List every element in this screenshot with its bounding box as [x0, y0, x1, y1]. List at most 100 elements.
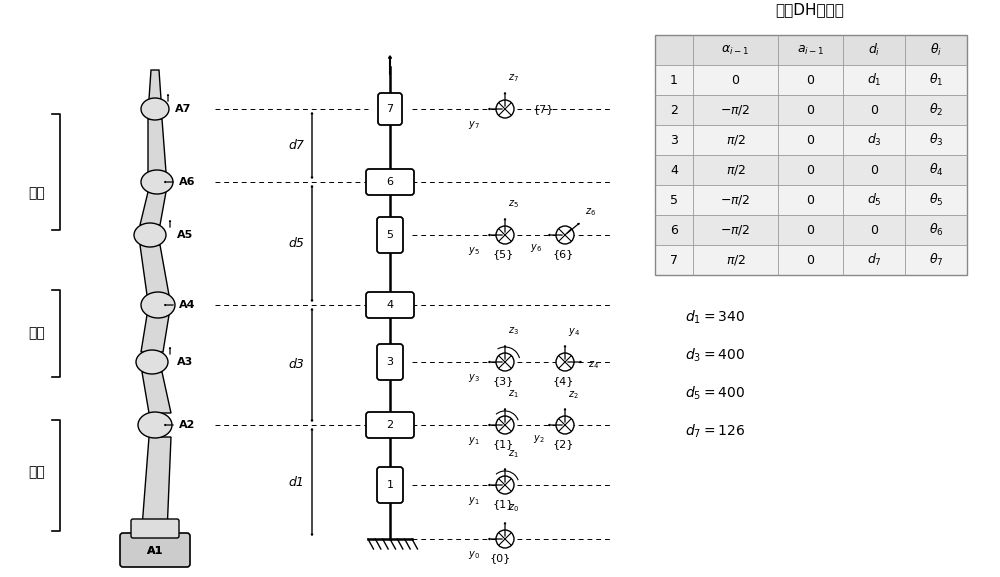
Text: {4}: {4}: [552, 376, 574, 386]
Text: 3: 3: [386, 357, 394, 367]
Bar: [655, 35, 967, 275]
Text: 2: 2: [670, 103, 678, 117]
Text: $z_1$: $z_1$: [508, 448, 519, 460]
FancyBboxPatch shape: [366, 169, 414, 195]
Text: A1: A1: [147, 546, 163, 556]
Text: $\theta_4$: $\theta_4$: [929, 162, 943, 178]
Polygon shape: [143, 437, 171, 521]
Ellipse shape: [136, 350, 168, 374]
Bar: [655, 215, 967, 245]
Circle shape: [556, 416, 574, 434]
Text: 5: 5: [670, 193, 678, 207]
Text: $d_i$: $d_i$: [868, 42, 880, 58]
Text: $-\pi/2$: $-\pi/2$: [720, 193, 751, 207]
Text: $\theta_i$: $\theta_i$: [930, 42, 942, 58]
Text: $y_6$: $y_6$: [530, 242, 542, 254]
FancyBboxPatch shape: [366, 292, 414, 318]
Text: $y_5$: $y_5$: [468, 245, 480, 257]
Text: 0: 0: [806, 193, 814, 207]
Bar: [655, 35, 967, 65]
Text: $z_3$: $z_3$: [508, 325, 519, 337]
Text: 7: 7: [386, 104, 394, 114]
Text: 修正DH参数表: 修正DH参数表: [776, 2, 844, 17]
Text: $z_1$: $z_1$: [508, 388, 519, 400]
Text: $z_7$: $z_7$: [508, 72, 519, 84]
Text: {1}: {1}: [492, 499, 514, 509]
Polygon shape: [140, 245, 169, 295]
Text: 0: 0: [870, 103, 878, 117]
Bar: [655, 95, 967, 125]
Text: $y_4$: $y_4$: [568, 326, 580, 338]
Text: $d_7$: $d_7$: [867, 252, 881, 268]
Text: 1: 1: [670, 73, 678, 87]
Text: 0: 0: [870, 163, 878, 177]
Ellipse shape: [134, 223, 166, 247]
Text: $y_7$: $y_7$: [468, 119, 480, 131]
Polygon shape: [149, 70, 161, 99]
Circle shape: [556, 226, 574, 244]
Text: {2}: {2}: [552, 439, 574, 449]
Text: {7}: {7}: [533, 104, 554, 114]
Text: A6: A6: [179, 177, 196, 187]
Circle shape: [496, 353, 514, 371]
Text: 4: 4: [670, 163, 678, 177]
FancyBboxPatch shape: [120, 533, 190, 567]
Text: d1: d1: [288, 475, 304, 489]
Text: $y_0$: $y_0$: [468, 549, 480, 561]
Polygon shape: [148, 119, 166, 172]
Bar: [655, 185, 967, 215]
Text: 0: 0: [806, 253, 814, 267]
Text: $\theta_3$: $\theta_3$: [929, 132, 943, 148]
Circle shape: [556, 353, 574, 371]
Text: A2: A2: [179, 420, 195, 430]
FancyBboxPatch shape: [377, 344, 403, 380]
Text: $z_4$: $z_4$: [588, 359, 599, 371]
Polygon shape: [140, 192, 166, 225]
Text: 6: 6: [670, 223, 678, 237]
Ellipse shape: [138, 412, 172, 438]
Text: 0: 0: [806, 73, 814, 87]
Text: 0: 0: [732, 73, 740, 87]
Text: $-\pi/2$: $-\pi/2$: [720, 103, 751, 117]
Text: A7: A7: [175, 104, 191, 114]
Text: A4: A4: [179, 300, 196, 310]
Text: $y_2$: $y_2$: [533, 433, 545, 445]
Ellipse shape: [141, 98, 169, 120]
Text: $\alpha_{i-1}$: $\alpha_{i-1}$: [721, 43, 750, 57]
Text: 4: 4: [386, 300, 394, 310]
Text: 5: 5: [386, 230, 394, 240]
Text: $\theta_5$: $\theta_5$: [929, 192, 943, 208]
Text: 0: 0: [806, 163, 814, 177]
Text: A1: A1: [147, 546, 163, 556]
Circle shape: [496, 226, 514, 244]
Text: $z_5$: $z_5$: [508, 198, 519, 210]
Text: {3}: {3}: [492, 376, 514, 386]
Bar: [655, 245, 967, 275]
Text: $d_3$: $d_3$: [867, 132, 881, 148]
Text: $y_1$: $y_1$: [468, 495, 480, 507]
Text: $d_5$: $d_5$: [867, 192, 881, 208]
Circle shape: [496, 416, 514, 434]
FancyBboxPatch shape: [378, 93, 402, 125]
Text: $\theta_7$: $\theta_7$: [929, 252, 943, 268]
Text: 腕部: 腕部: [29, 186, 45, 200]
Text: A5: A5: [177, 230, 193, 240]
FancyBboxPatch shape: [366, 412, 414, 438]
FancyBboxPatch shape: [131, 519, 179, 538]
Circle shape: [496, 100, 514, 118]
Text: 0: 0: [806, 103, 814, 117]
Text: $z_0$: $z_0$: [508, 502, 519, 514]
Text: 肩部: 肩部: [29, 465, 45, 479]
Text: $\theta_6$: $\theta_6$: [929, 222, 943, 238]
Text: 3: 3: [670, 133, 678, 147]
Polygon shape: [141, 315, 169, 352]
Text: $d_1 = 340$: $d_1 = 340$: [685, 308, 745, 325]
Text: $d_1$: $d_1$: [867, 72, 881, 88]
Text: $z_6$: $z_6$: [585, 206, 596, 218]
Ellipse shape: [141, 170, 173, 194]
Text: $a_{i-1}$: $a_{i-1}$: [797, 43, 824, 57]
Text: 6: 6: [386, 177, 394, 187]
Text: 肘部: 肘部: [29, 327, 45, 340]
Bar: [655, 65, 967, 95]
Text: 7: 7: [670, 253, 678, 267]
